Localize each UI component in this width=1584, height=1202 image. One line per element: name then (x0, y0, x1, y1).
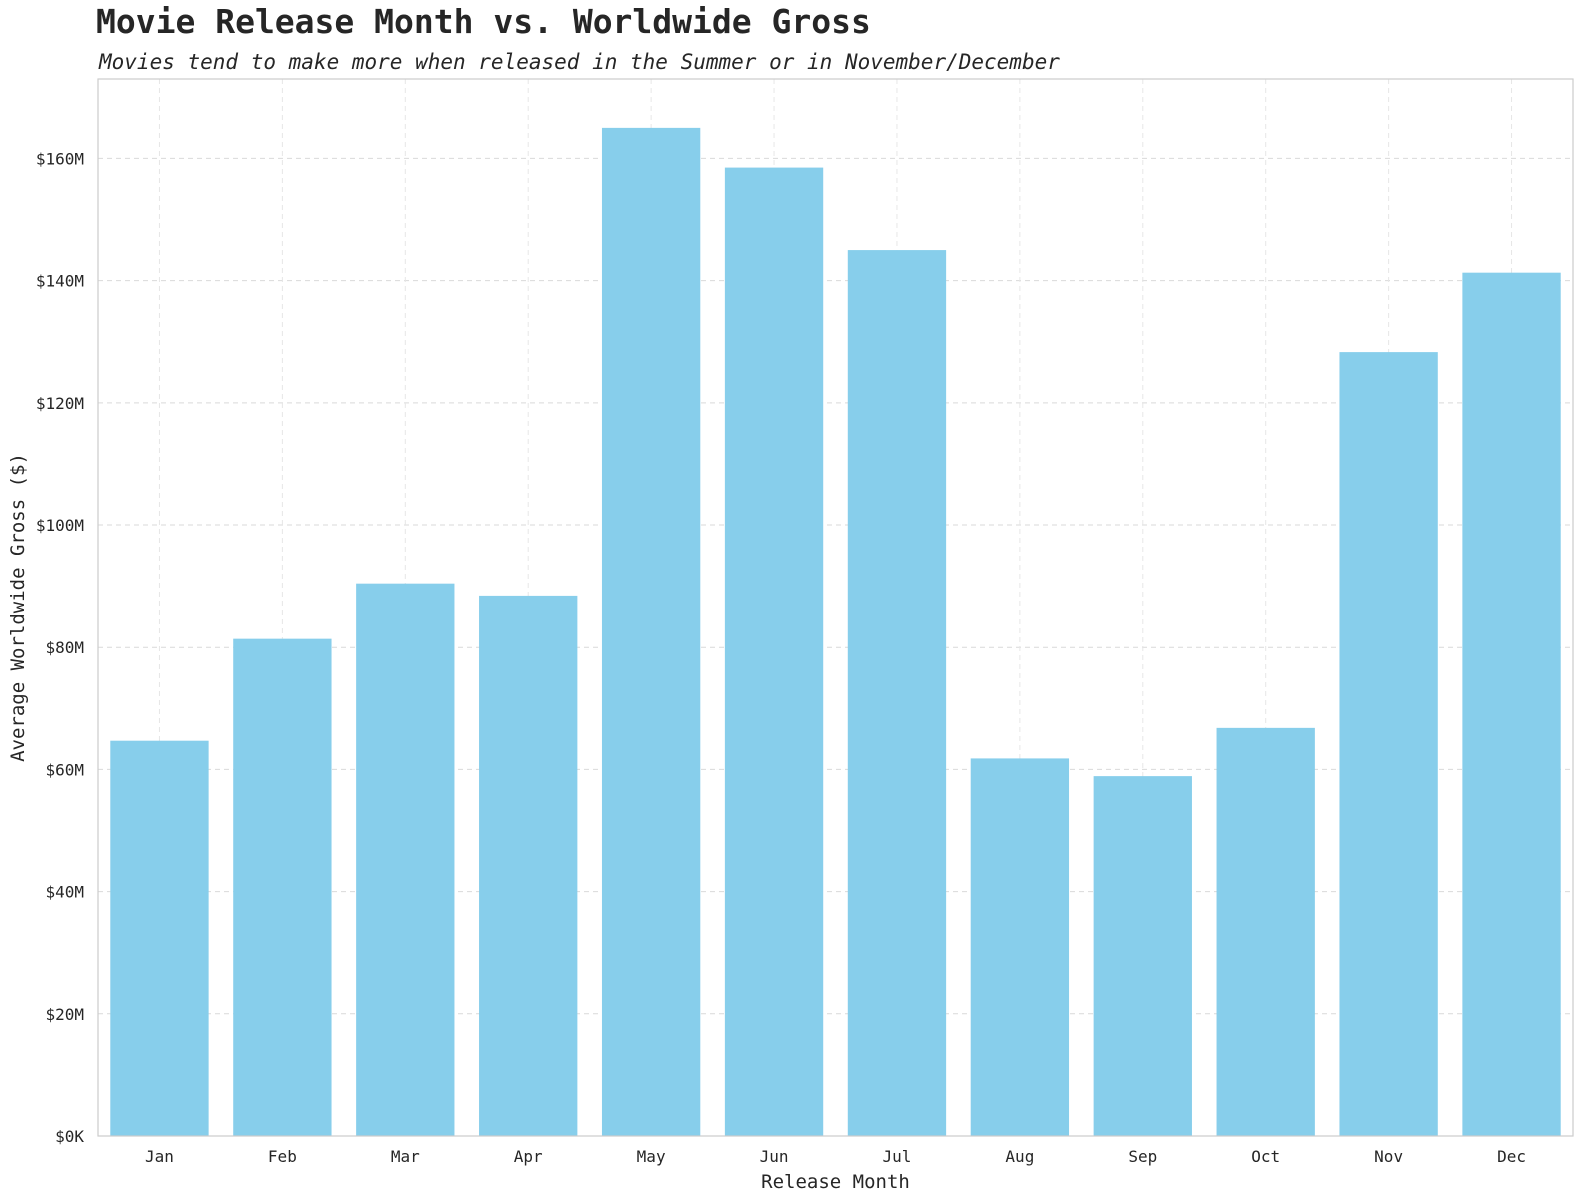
x-tick-label: Jan (145, 1147, 174, 1166)
y-tick-label: $160M (36, 149, 84, 168)
y-tick-label: $80M (45, 638, 84, 657)
plot-frame (97, 78, 1574, 1137)
x-tick-label: Mar (391, 1147, 420, 1166)
x-axis-label: Release Month (761, 1171, 910, 1193)
y-tick-label: $40M (45, 883, 84, 902)
y-tick-label: $60M (45, 760, 84, 779)
bar-may (601, 127, 701, 1137)
x-tick-label: Apr (514, 1147, 543, 1166)
grid-lines (98, 79, 1573, 1136)
x-tick-label: Jun (760, 1147, 789, 1166)
bar-jun (724, 167, 824, 1137)
x-tick-label: Nov (1374, 1147, 1403, 1166)
y-tick-label: $140M (36, 272, 84, 291)
chart-title: Movie Release Month vs. Worldwide Gross (96, 2, 871, 41)
y-tick-label: $0K (55, 1127, 84, 1146)
x-axis-ticks: Jan Feb Mar Apr May Jun Jul Aug Sep Oct Nov Dec (145, 1147, 1526, 1166)
y-tick-label: $100M (36, 516, 84, 535)
x-tick-label: Jul (883, 1147, 912, 1166)
bars (110, 127, 1561, 1137)
x-tick-label: Feb (268, 1147, 297, 1166)
bar-dec (1462, 272, 1561, 1136)
y-tick-label: $20M (45, 1005, 84, 1024)
bar-aug (970, 758, 1070, 1136)
bar-jan (110, 740, 209, 1136)
x-tick-label: Sep (1128, 1147, 1157, 1166)
y-axis-ticks: $0K $20M $40M $60M $80M $100M $120M $140M $160M (36, 149, 85, 1146)
bar-mar (356, 583, 455, 1136)
y-axis-label: Average Worldwide Gross ($) (7, 453, 29, 762)
x-tick-label: Oct (1251, 1147, 1280, 1166)
x-tick-label: Aug (1005, 1147, 1034, 1166)
x-tick-label: Dec (1497, 1147, 1526, 1166)
bar-sep (1093, 776, 1192, 1136)
bar-feb (233, 638, 332, 1136)
bar-jul (847, 250, 947, 1137)
x-tick-label: May (637, 1147, 666, 1166)
bar-nov (1339, 352, 1438, 1136)
bar-apr (479, 595, 578, 1136)
chart-subtitle: Movies tend to make more when released i… (99, 50, 1060, 74)
bar-oct (1216, 727, 1315, 1136)
y-tick-label: $120M (36, 394, 84, 413)
